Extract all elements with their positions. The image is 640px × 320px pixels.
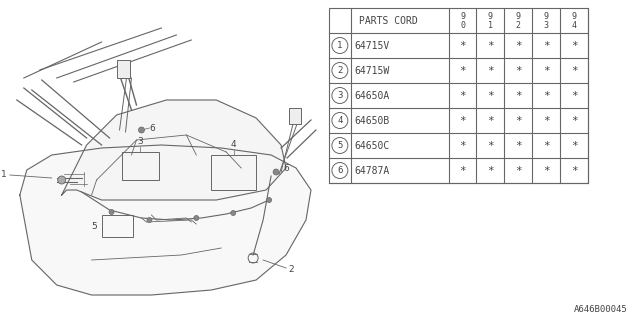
Text: *: * — [571, 91, 577, 100]
Circle shape — [267, 197, 271, 203]
Circle shape — [138, 127, 145, 133]
Circle shape — [109, 210, 114, 214]
Polygon shape — [20, 145, 311, 295]
Text: *: * — [571, 66, 577, 76]
Text: *: * — [543, 116, 550, 125]
Text: 2: 2 — [337, 66, 342, 75]
Text: 4: 4 — [337, 116, 342, 125]
Text: 64650A: 64650A — [355, 91, 390, 100]
Circle shape — [194, 215, 199, 220]
Text: 9
3: 9 3 — [544, 12, 548, 29]
Bar — [211, 155, 256, 190]
Text: 9
0: 9 0 — [460, 12, 465, 29]
Text: *: * — [487, 140, 494, 150]
Text: *: * — [543, 140, 550, 150]
Polygon shape — [61, 100, 286, 200]
Text: *: * — [571, 165, 577, 175]
Bar — [116, 60, 131, 78]
Text: 6: 6 — [150, 124, 155, 132]
Text: *: * — [487, 165, 494, 175]
Bar — [102, 215, 134, 237]
Text: 5: 5 — [91, 221, 97, 230]
Text: *: * — [571, 116, 577, 125]
Text: 9
4: 9 4 — [572, 12, 577, 29]
Text: *: * — [515, 165, 522, 175]
Text: *: * — [543, 66, 550, 76]
Bar — [122, 152, 159, 180]
Text: 3: 3 — [337, 91, 342, 100]
Text: *: * — [487, 66, 494, 76]
Text: 2: 2 — [288, 265, 294, 274]
Text: 5: 5 — [337, 141, 342, 150]
Text: *: * — [515, 116, 522, 125]
Text: 9
2: 9 2 — [516, 12, 521, 29]
Text: *: * — [543, 41, 550, 51]
Text: *: * — [459, 140, 466, 150]
Circle shape — [273, 169, 279, 175]
Text: 6: 6 — [283, 164, 289, 172]
Text: 64715W: 64715W — [355, 66, 390, 76]
Text: 64650B: 64650B — [355, 116, 390, 125]
Text: 4: 4 — [231, 140, 237, 149]
Text: 9
1: 9 1 — [488, 12, 493, 29]
Text: *: * — [515, 91, 522, 100]
Text: 64715V: 64715V — [355, 41, 390, 51]
Text: *: * — [515, 66, 522, 76]
Circle shape — [230, 211, 236, 215]
Text: *: * — [459, 165, 466, 175]
Text: *: * — [543, 165, 550, 175]
Text: *: * — [515, 41, 522, 51]
Text: 3: 3 — [138, 137, 143, 146]
Text: *: * — [571, 41, 577, 51]
Text: *: * — [487, 91, 494, 100]
Bar — [329, 8, 588, 183]
Text: 64787A: 64787A — [355, 165, 390, 175]
Text: *: * — [515, 140, 522, 150]
Text: *: * — [459, 41, 466, 51]
Text: A646B00045: A646B00045 — [574, 305, 628, 314]
Bar — [289, 108, 301, 124]
Text: 1: 1 — [1, 170, 7, 179]
Circle shape — [147, 218, 152, 222]
Text: *: * — [459, 91, 466, 100]
Text: *: * — [487, 41, 494, 51]
Text: 6: 6 — [337, 166, 342, 175]
Text: 64650C: 64650C — [355, 140, 390, 150]
Text: *: * — [571, 140, 577, 150]
Text: *: * — [543, 91, 550, 100]
Text: *: * — [459, 116, 466, 125]
Text: 1: 1 — [337, 41, 342, 50]
Text: PARTS CORD: PARTS CORD — [360, 15, 418, 26]
Circle shape — [58, 176, 66, 184]
Text: *: * — [459, 66, 466, 76]
Text: *: * — [487, 116, 494, 125]
